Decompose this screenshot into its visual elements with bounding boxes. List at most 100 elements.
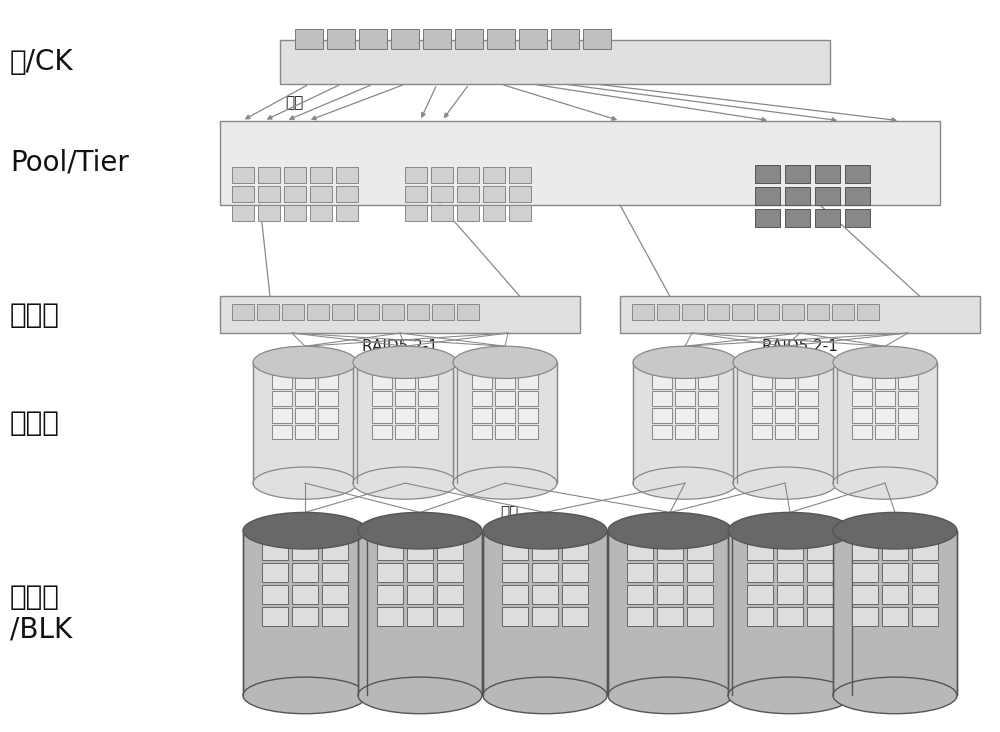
Bar xyxy=(232,167,254,183)
Polygon shape xyxy=(353,362,457,483)
Text: 逻辑盘: 逻辑盘 xyxy=(10,408,60,437)
Bar xyxy=(627,542,653,561)
Bar xyxy=(775,408,795,422)
Bar xyxy=(815,187,840,205)
Polygon shape xyxy=(608,531,732,695)
Bar xyxy=(845,209,870,227)
Bar xyxy=(258,205,280,221)
Bar xyxy=(307,304,329,320)
Ellipse shape xyxy=(833,677,957,714)
Bar xyxy=(912,586,938,605)
Bar xyxy=(687,564,713,583)
Bar xyxy=(627,586,653,605)
Polygon shape xyxy=(833,362,937,483)
Bar xyxy=(752,408,772,422)
Bar xyxy=(457,205,479,221)
Bar xyxy=(322,542,348,561)
Bar xyxy=(377,564,403,583)
Bar xyxy=(372,374,392,389)
Bar xyxy=(502,564,528,583)
Bar xyxy=(687,586,713,605)
Ellipse shape xyxy=(253,467,357,499)
Bar xyxy=(262,608,288,627)
Bar xyxy=(627,608,653,627)
Text: 物理盘
/BLK: 物理盘 /BLK xyxy=(10,583,72,643)
Bar xyxy=(852,408,872,422)
Bar xyxy=(322,586,348,605)
Bar xyxy=(747,564,773,583)
Bar xyxy=(472,408,492,422)
Bar xyxy=(747,542,773,561)
Ellipse shape xyxy=(358,677,482,714)
Bar xyxy=(632,304,654,320)
Bar xyxy=(292,564,318,583)
Bar xyxy=(852,391,872,406)
Bar xyxy=(562,542,588,561)
Bar xyxy=(295,391,315,406)
Ellipse shape xyxy=(243,512,367,549)
Ellipse shape xyxy=(833,467,937,499)
Bar xyxy=(262,564,288,583)
Bar xyxy=(777,608,803,627)
Bar xyxy=(682,304,704,320)
Bar xyxy=(657,564,683,583)
Ellipse shape xyxy=(633,346,737,378)
Bar xyxy=(232,205,254,221)
Polygon shape xyxy=(243,531,367,695)
Ellipse shape xyxy=(833,346,937,378)
Bar xyxy=(322,608,348,627)
Bar xyxy=(310,186,332,202)
Bar xyxy=(657,304,679,320)
Bar xyxy=(455,29,483,49)
Bar xyxy=(407,542,433,561)
Bar xyxy=(327,29,355,49)
Bar xyxy=(418,391,438,406)
Bar xyxy=(262,586,288,605)
Bar xyxy=(318,425,338,439)
Bar xyxy=(898,408,918,422)
Text: 虚拟盘: 虚拟盘 xyxy=(10,301,60,329)
Bar xyxy=(882,564,908,583)
Bar xyxy=(912,608,938,627)
Ellipse shape xyxy=(483,677,607,714)
Bar xyxy=(483,186,505,202)
Bar xyxy=(732,304,754,320)
Bar xyxy=(336,167,358,183)
Ellipse shape xyxy=(608,677,732,714)
Bar xyxy=(495,391,515,406)
Bar xyxy=(620,296,980,333)
Bar xyxy=(495,425,515,439)
Bar xyxy=(495,374,515,389)
Bar xyxy=(532,608,558,627)
Bar xyxy=(755,187,780,205)
Bar xyxy=(318,391,338,406)
Bar xyxy=(562,586,588,605)
Bar xyxy=(675,408,695,422)
Bar xyxy=(502,586,528,605)
Text: 卷/CK: 卷/CK xyxy=(10,48,74,76)
Bar xyxy=(472,374,492,389)
Bar xyxy=(295,408,315,422)
Bar xyxy=(775,391,795,406)
Bar xyxy=(295,374,315,389)
Bar xyxy=(483,205,505,221)
Bar xyxy=(418,408,438,422)
Text: RAID5 2-1: RAID5 2-1 xyxy=(362,339,438,354)
Bar xyxy=(457,304,479,320)
Bar xyxy=(652,374,672,389)
Bar xyxy=(652,408,672,422)
Bar xyxy=(509,205,531,221)
Bar xyxy=(220,121,940,205)
Bar xyxy=(912,564,938,583)
Bar xyxy=(852,425,872,439)
Bar xyxy=(407,304,429,320)
Bar xyxy=(798,425,818,439)
Bar xyxy=(437,564,463,583)
Bar xyxy=(457,186,479,202)
Bar xyxy=(815,209,840,227)
Bar xyxy=(472,425,492,439)
Bar xyxy=(372,391,392,406)
Polygon shape xyxy=(633,362,737,483)
Bar xyxy=(295,425,315,439)
Bar xyxy=(336,186,358,202)
